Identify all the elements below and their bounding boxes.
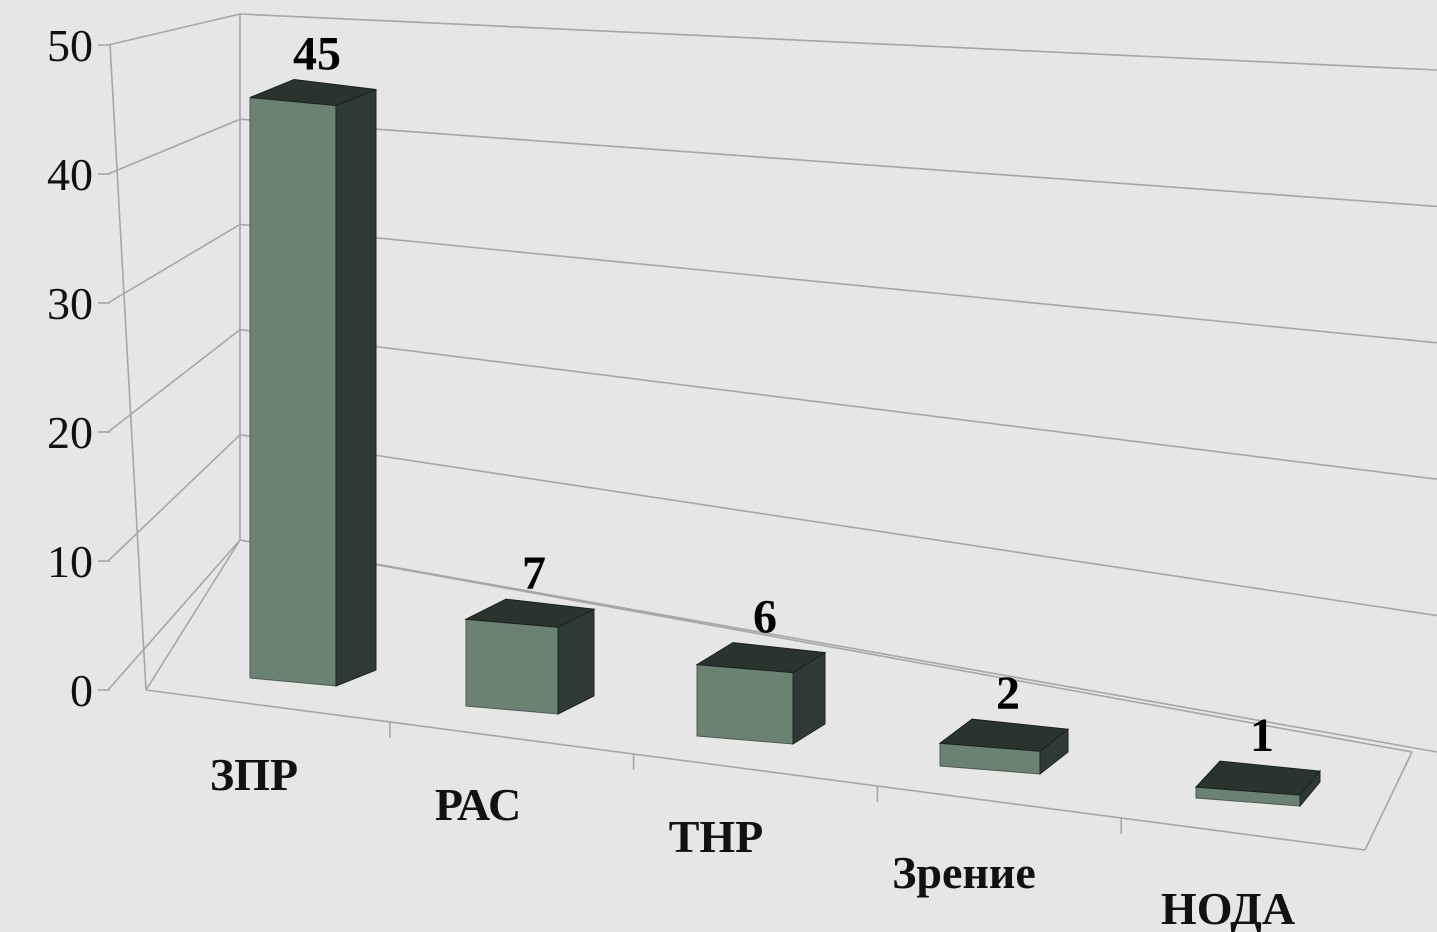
gridline-left-30 — [107, 223, 241, 304]
y-tick-label: 0 — [70, 665, 93, 716]
gridline-back-20 — [239, 328, 1437, 480]
y-axis-line — [109, 43, 147, 691]
bar-ЗПР — [249, 78, 377, 687]
bar-side-face — [335, 88, 377, 687]
bar-Зрение — [938, 718, 1070, 776]
data-label-РАС: 7 — [522, 547, 546, 600]
data-label-Зрение: 2 — [996, 667, 1020, 720]
bar-РАС — [464, 598, 596, 715]
data-label-ЗПР: 45 — [293, 28, 341, 81]
gridline-back-30 — [239, 223, 1437, 344]
x-tick-label-ТНР: ТНР — [669, 811, 764, 862]
bar-top-face — [1194, 760, 1321, 796]
bar-top-face — [938, 718, 1070, 752]
bar-front-face — [249, 96, 337, 687]
floor-right-edge — [1364, 751, 1413, 851]
bar-top-face — [464, 598, 596, 628]
bar-top-face — [695, 642, 827, 674]
y-tick-label: 30 — [47, 278, 93, 329]
gridline-left-10 — [107, 434, 241, 562]
y-tick-label: 20 — [47, 407, 93, 458]
x-tick-label-ЗПР: ЗПР — [210, 749, 298, 800]
gridline-left-50 — [107, 13, 241, 46]
gridline-left-20 — [107, 328, 241, 433]
x-tick-label-Зрение: Зрение — [892, 847, 1036, 898]
bars — [249, 78, 1321, 808]
gridline-left-0 — [107, 539, 241, 691]
gridline-back-10 — [239, 434, 1437, 617]
axis-frame — [109, 14, 1413, 851]
floor-back-edge — [239, 539, 1413, 753]
data-label-НОДА: 1 — [1250, 709, 1274, 762]
bar-ТНР — [695, 642, 827, 745]
data-label-ТНР: 6 — [753, 591, 777, 644]
gridline-back-50 — [239, 13, 1437, 71]
x-tick-label-РАС: РАС — [435, 779, 521, 830]
data-labels: 45 7 6 2 1 — [293, 28, 1274, 763]
y-axis-ticks: 0 10 20 30 40 50 — [47, 20, 93, 716]
bar-НОДА — [1194, 760, 1321, 808]
x-tick-label-НОДА: НОДА — [1161, 883, 1295, 932]
bar-front-face — [465, 618, 559, 715]
bar-front-face — [696, 664, 794, 745]
y-tick-label: 40 — [47, 149, 93, 200]
gridline-left-40 — [107, 118, 241, 175]
floor-left-edge — [145, 539, 241, 691]
gridline-back-40 — [239, 118, 1437, 208]
bar-top-face — [249, 78, 377, 107]
y-tick-label: 50 — [47, 20, 93, 71]
y-tick-label: 10 — [47, 536, 93, 587]
x-axis-ticks: ЗПР РАС ТНР Зрение НОДА — [210, 749, 1295, 932]
floor-front-edge — [145, 689, 1366, 851]
